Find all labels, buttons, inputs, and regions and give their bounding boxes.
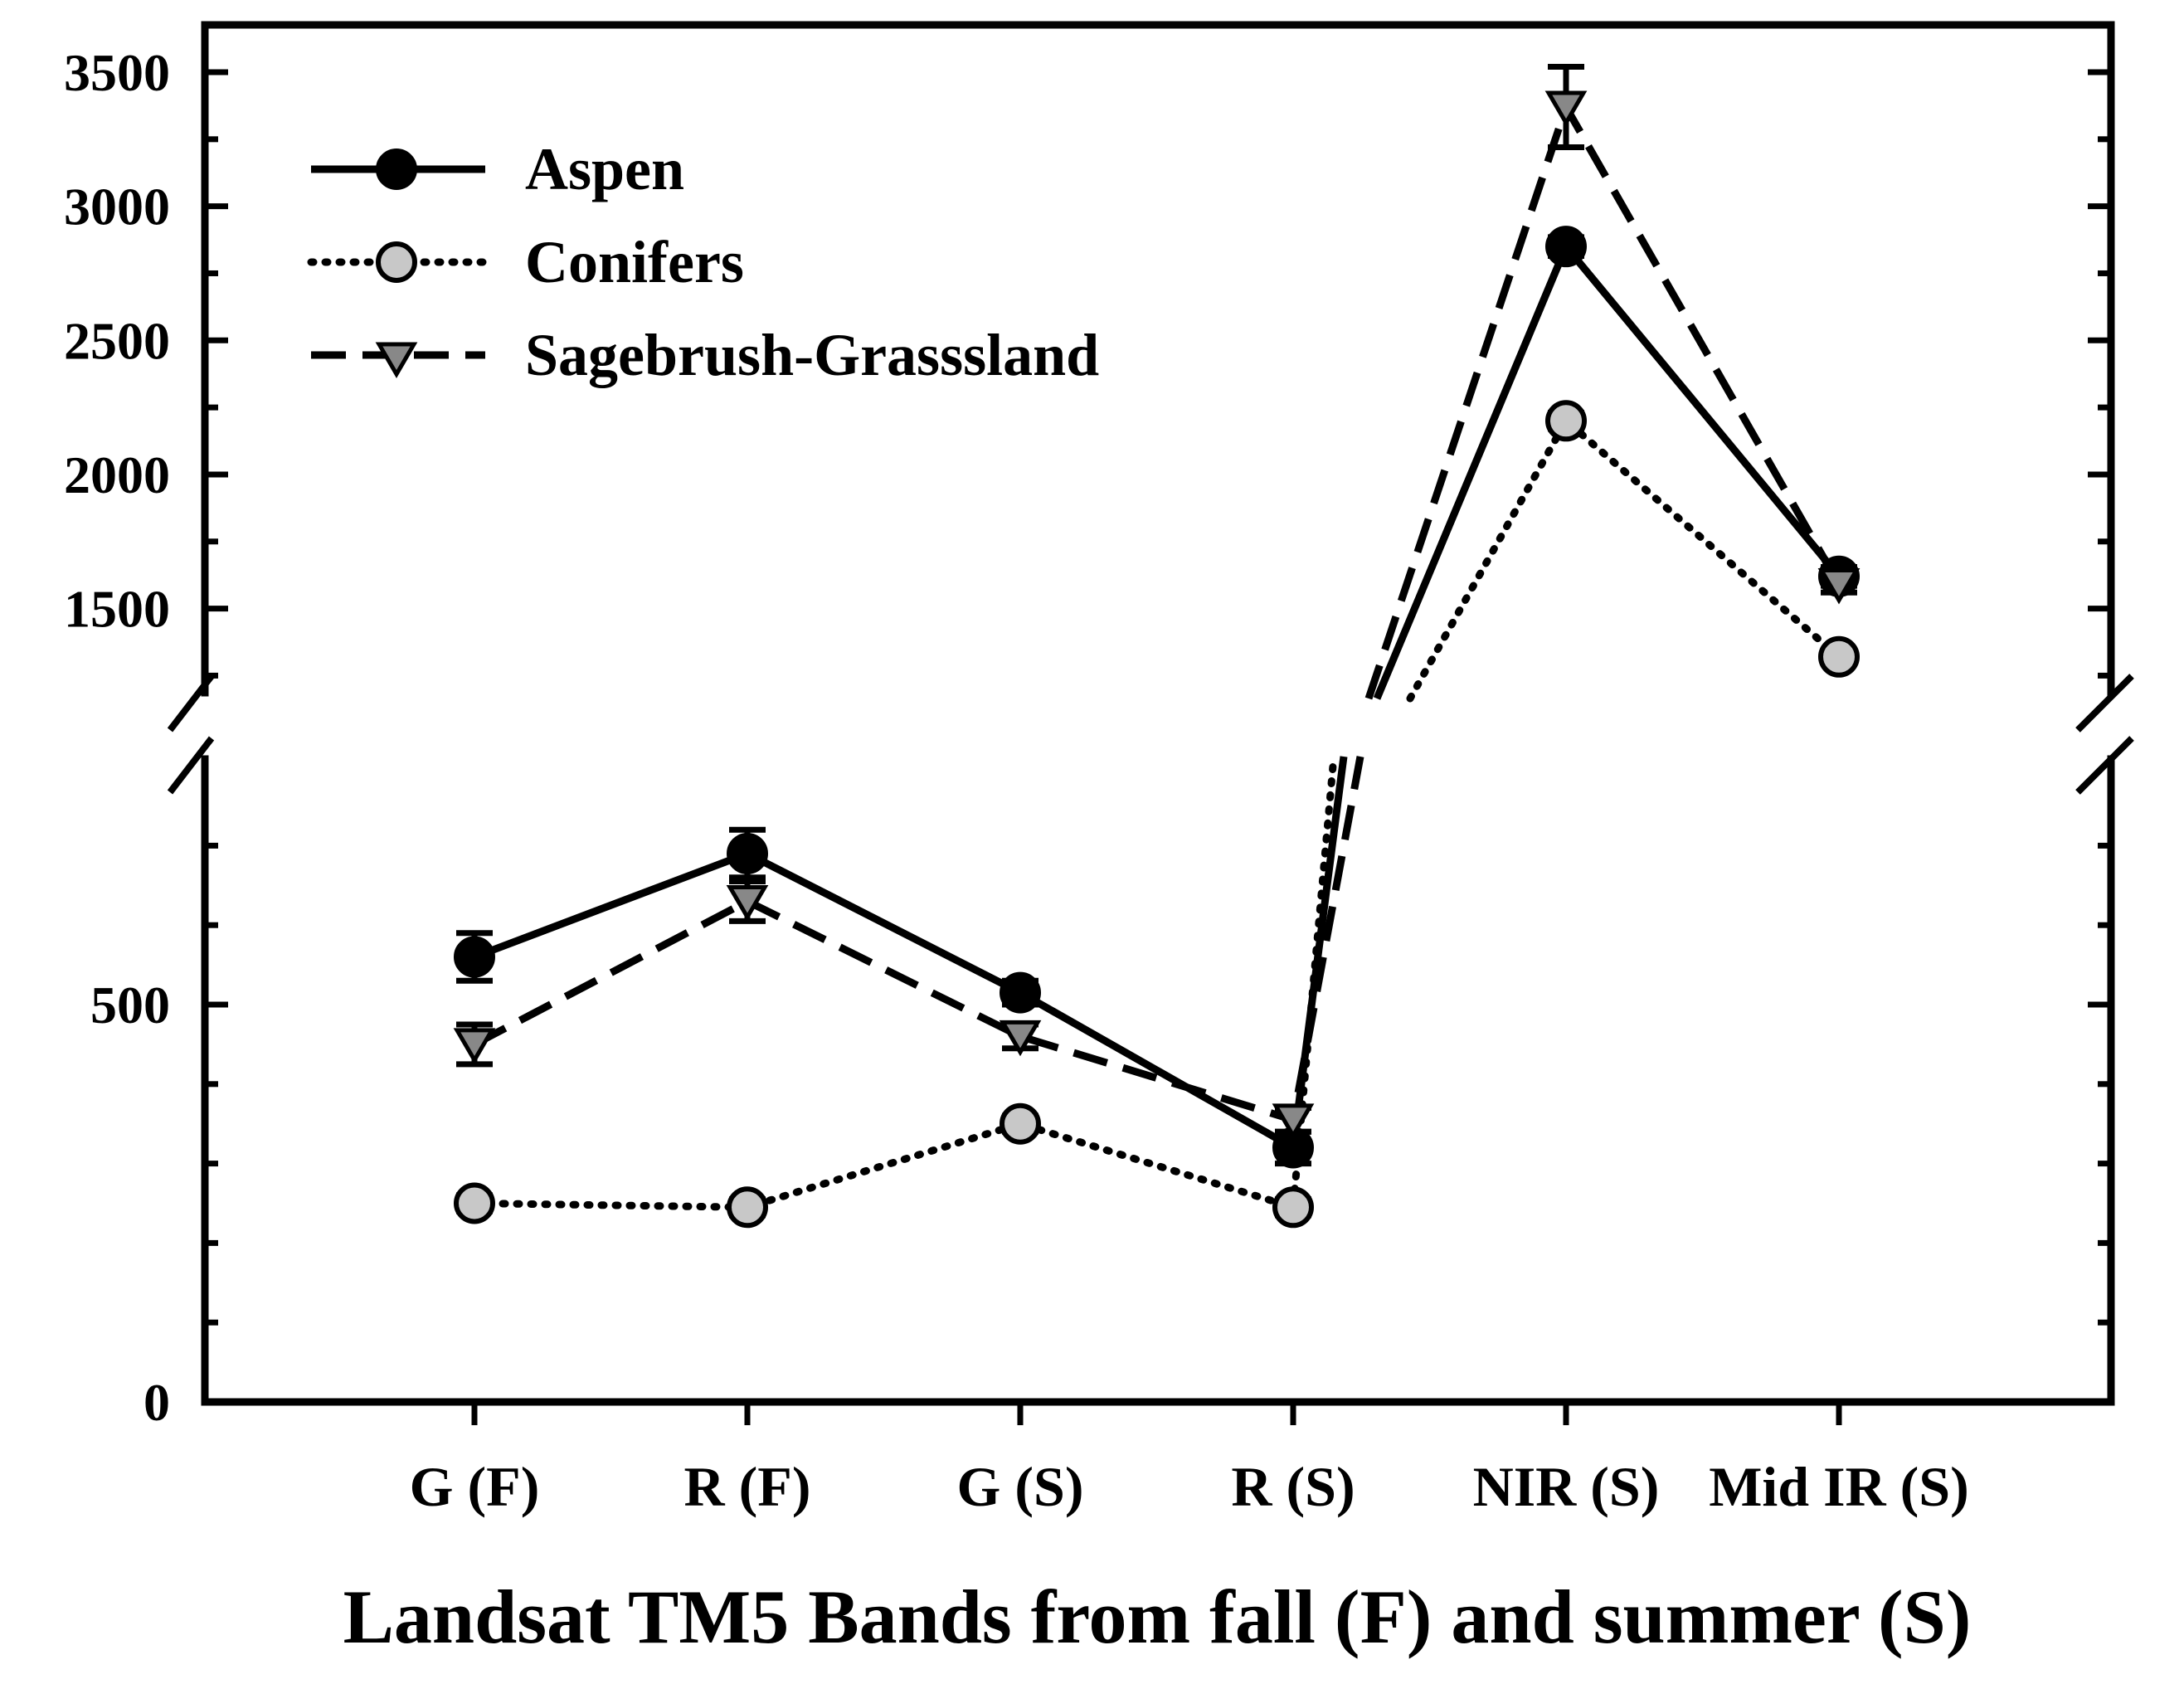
data-point [1544, 90, 1588, 127]
legend: Aspen Conifers Sagebrush-Grasssland [307, 136, 1099, 388]
y-tick-label: 2000 [64, 445, 170, 504]
legend-marker-conifers [376, 241, 417, 283]
axis-break-left-upper [167, 674, 215, 732]
data-point [1000, 1102, 1041, 1145]
axis-frame [201, 21, 2115, 1406]
legend-entry-sagebrush: Sagebrush-Grasssland [311, 322, 1099, 388]
series-line-lower [470, 752, 1338, 1211]
data-point [1272, 1103, 1315, 1140]
y-ticks: 0 500 1500 2000 2500 3000 3500 [64, 43, 2111, 1432]
data-point [1818, 635, 1860, 678]
data-point [454, 936, 495, 978]
upper-frame [201, 21, 2115, 697]
y-tick-label: 1500 [64, 580, 170, 639]
data-point [999, 1020, 1042, 1057]
legend-marker-aspen [376, 148, 417, 190]
legend-marker-sagebrush [375, 342, 418, 378]
x-tick-label: G (F) [410, 1455, 540, 1518]
data-point [726, 884, 769, 922]
axis-break-right-upper [2075, 674, 2134, 732]
data-point [454, 1182, 495, 1224]
legend-entry-aspen: Aspen [311, 136, 684, 202]
x-tick-label: G (S) [957, 1455, 1084, 1518]
data-point [1545, 400, 1587, 442]
lower-frame [201, 755, 2115, 1406]
legend-label-aspen: Aspen [525, 136, 684, 202]
x-tick-label: R (S) [1231, 1455, 1355, 1518]
data-point [1817, 568, 1861, 605]
axis-break-marks [167, 674, 2134, 795]
data-point [1272, 1186, 1314, 1229]
x-axis-title: Landsat TM5 Bands from fall (F) and summ… [343, 1574, 1972, 1659]
x-tick-label: Mid IR (S) [1709, 1455, 1969, 1518]
data-point [727, 1186, 768, 1229]
series-layer [453, 64, 1861, 1229]
legend-entry-conifers: Conifers [307, 229, 744, 295]
data-point [453, 1028, 496, 1064]
x-ticks: G (F) R (F) G (S) R (S) NIR (S) Mid IR (S) [410, 1402, 1969, 1518]
legend-label-conifers: Conifers [525, 229, 744, 295]
y-tick-label: 3000 [64, 178, 170, 236]
axis-break-left-lower [167, 736, 215, 795]
axis-break-right-lower [2075, 736, 2134, 795]
y-tick-label: 3500 [64, 43, 170, 102]
data-point [727, 832, 768, 874]
y-tick-label: 500 [90, 976, 170, 1034]
legend-label-sagebrush: Sagebrush-Grasssland [525, 322, 1099, 388]
y-tick-label: 0 [143, 1373, 170, 1432]
data-point [1545, 226, 1587, 268]
series-conifers [454, 400, 1860, 1229]
y-tick-label: 2500 [64, 311, 170, 370]
x-tick-label: R (F) [684, 1455, 811, 1518]
data-point [1000, 971, 1041, 1014]
series-sagebrush-grasssland [453, 64, 1861, 1140]
x-tick-label: NIR (S) [1473, 1455, 1660, 1518]
